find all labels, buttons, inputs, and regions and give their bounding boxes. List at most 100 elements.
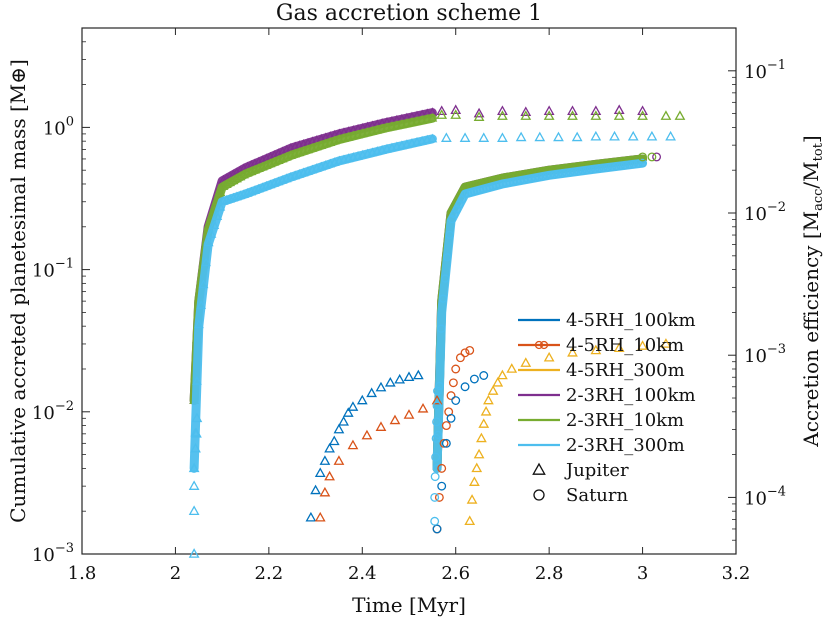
data-point bbox=[437, 463, 447, 473]
band-marker bbox=[228, 192, 239, 202]
band-marker bbox=[629, 160, 638, 169]
data-point bbox=[460, 382, 470, 392]
band-marker bbox=[538, 172, 547, 181]
band-marker bbox=[616, 161, 625, 171]
data-point bbox=[465, 346, 475, 355]
data-point bbox=[333, 455, 345, 465]
series-2-3rh-100km-efficiency-jupiter bbox=[436, 104, 648, 118]
band-marker bbox=[427, 133, 438, 143]
band-marker bbox=[527, 174, 536, 183]
data-point bbox=[347, 439, 359, 450]
band-marker bbox=[438, 294, 448, 303]
y-left-label-text: Cumulative accreted planetesimal mass [M… bbox=[6, 59, 30, 523]
y-right-label-close: ] bbox=[799, 135, 823, 143]
band-marker bbox=[523, 175, 532, 184]
y-left-tick-label: 10−1 bbox=[32, 257, 74, 282]
data-marks bbox=[188, 104, 686, 558]
data-point bbox=[433, 386, 442, 396]
data-point bbox=[665, 130, 676, 141]
data-point bbox=[431, 433, 441, 443]
data-point bbox=[553, 131, 564, 142]
data-point bbox=[190, 442, 201, 453]
band-marker bbox=[447, 214, 457, 224]
data-point bbox=[188, 548, 200, 558]
y-left-tick-label: 100 bbox=[43, 114, 74, 139]
data-point bbox=[356, 394, 368, 405]
data-point bbox=[432, 417, 442, 427]
data-point bbox=[446, 413, 456, 423]
data-point bbox=[436, 109, 448, 119]
data-point bbox=[431, 452, 441, 462]
band-marker bbox=[221, 194, 232, 204]
data-point bbox=[627, 130, 639, 141]
data-point bbox=[342, 407, 354, 417]
x-tick-label: 3.2 bbox=[722, 563, 751, 584]
data-point bbox=[590, 130, 602, 141]
data-point bbox=[451, 396, 461, 405]
legend-entry: 2-3RH_100km bbox=[518, 385, 696, 406]
band-marker bbox=[206, 229, 217, 238]
band-marker bbox=[574, 167, 583, 176]
data-point bbox=[432, 524, 442, 534]
y-right-tick-label: 10−3 bbox=[744, 342, 786, 367]
band-marker bbox=[422, 113, 433, 123]
series-2-3rh-300m-saturn bbox=[432, 158, 648, 473]
x-tick-label: 2 bbox=[170, 563, 181, 584]
band-marker bbox=[550, 170, 559, 179]
data-point bbox=[590, 105, 602, 115]
data-point bbox=[543, 105, 555, 115]
y-right-label-main: Accretion efficiency [M bbox=[799, 211, 823, 448]
data-point bbox=[305, 511, 317, 522]
legend-label: 2-3RH_300m bbox=[566, 435, 685, 456]
data-point bbox=[613, 342, 625, 353]
data-point bbox=[448, 378, 458, 388]
legend-label: 2-3RH_10km bbox=[566, 410, 684, 431]
band-marker bbox=[235, 171, 246, 181]
band-marker bbox=[198, 279, 209, 289]
data-point bbox=[437, 481, 447, 491]
band-marker bbox=[638, 159, 647, 168]
series-2-3rh-300m-efficiency-jupiter bbox=[440, 130, 676, 142]
band-marker bbox=[235, 190, 246, 200]
band-marker bbox=[218, 195, 229, 205]
band-marker bbox=[595, 164, 604, 173]
series-2-3rh-10km-efficiency-jupiter bbox=[436, 109, 686, 121]
band-marker bbox=[228, 175, 239, 185]
plot-area bbox=[81, 27, 737, 555]
legend-label: Saturn bbox=[566, 485, 628, 506]
data-point bbox=[188, 462, 200, 473]
data-point bbox=[567, 110, 578, 120]
data-point bbox=[469, 374, 479, 384]
band-marker bbox=[633, 159, 643, 168]
x-tick-label: 3 bbox=[637, 563, 648, 584]
band-marker bbox=[209, 220, 220, 230]
band-marker bbox=[250, 164, 260, 174]
legend-circle-icon bbox=[533, 489, 545, 501]
data-point bbox=[459, 132, 471, 142]
data-point bbox=[188, 505, 200, 515]
band-marker bbox=[542, 171, 551, 180]
data-point bbox=[476, 432, 487, 443]
legend-entry: 4-5RH_300m bbox=[518, 360, 685, 381]
data-point bbox=[314, 467, 326, 478]
data-point bbox=[534, 131, 546, 142]
x-tick-label: 2.6 bbox=[441, 563, 470, 584]
data-point bbox=[478, 418, 490, 428]
data-point bbox=[347, 401, 359, 411]
band-marker bbox=[566, 168, 575, 177]
data-point bbox=[646, 130, 658, 141]
legend-label: 4-5RH_10km bbox=[566, 335, 684, 356]
band-marker bbox=[612, 162, 621, 171]
x-tick-label: 2.4 bbox=[348, 563, 377, 584]
legend-entry: 2-3RH_10km bbox=[518, 410, 684, 431]
data-point bbox=[543, 110, 555, 120]
data-point bbox=[188, 480, 200, 490]
series-2-3rh-300m-jupiter-descent-jupiter bbox=[188, 412, 203, 558]
band-marker bbox=[603, 163, 612, 172]
legend-triangle-icon bbox=[532, 462, 546, 475]
band-marker bbox=[441, 274, 450, 283]
data-point bbox=[479, 371, 489, 380]
data-point bbox=[441, 438, 451, 448]
series-2-3rh-300m-jupiter bbox=[189, 133, 438, 473]
legend-label: 2-3RH_100km bbox=[566, 385, 696, 406]
